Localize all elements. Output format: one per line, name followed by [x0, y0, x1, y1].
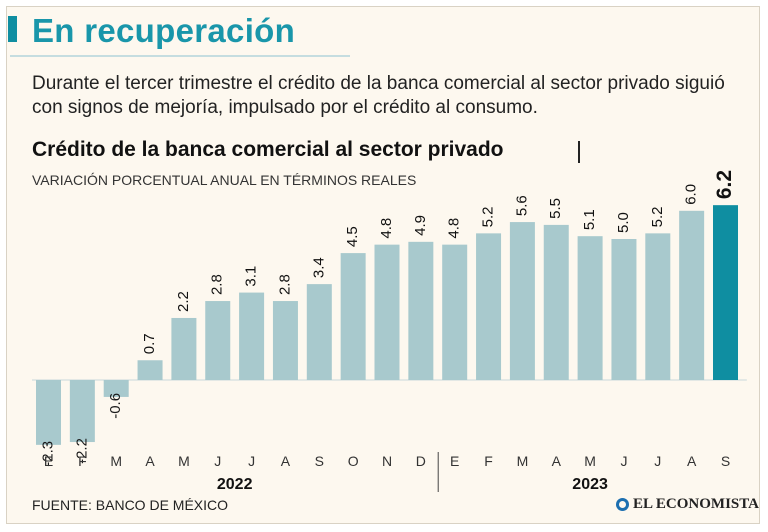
- bar-value-label: 0.7: [141, 333, 158, 354]
- bar-value-label: -2.2: [73, 438, 90, 464]
- bar-value-label: -2.3: [39, 441, 56, 467]
- bar: [239, 292, 265, 380]
- brand: EL ECONOMISTA: [616, 496, 759, 513]
- month-tick-label: S: [721, 453, 730, 469]
- month-tick-label: A: [552, 453, 562, 469]
- bar: [171, 317, 197, 380]
- bar-value-label: 2.8: [209, 274, 226, 295]
- bar: [272, 301, 298, 380]
- month-tick-label: M: [517, 453, 529, 469]
- bar-value-label: 6.0: [683, 184, 700, 205]
- bar-value-label: 3.4: [310, 257, 327, 278]
- brand-name: EL ECONOMISTA: [633, 496, 759, 512]
- bar: [306, 284, 332, 380]
- bar: [645, 233, 671, 380]
- month-tick-label: J: [620, 453, 627, 469]
- bar-value-label: 5.2: [480, 207, 497, 228]
- bar-value-label: 2.8: [276, 274, 293, 295]
- bar: [713, 205, 738, 380]
- chart-subtitle: VARIACIÓN PORCENTUAL ANUAL EN TÉRMINOS R…: [32, 172, 417, 188]
- month-tick-label: D: [416, 453, 426, 469]
- month-tick-label: J: [654, 453, 661, 469]
- year-label: 2023: [572, 476, 608, 493]
- month-tick-label: M: [110, 453, 122, 469]
- bar-value-label: 4.9: [412, 215, 429, 236]
- bar-value-label: 4.8: [378, 218, 395, 239]
- bar: [137, 360, 163, 380]
- bar-value-label: 3.1: [243, 266, 260, 287]
- chart-title-separator: [578, 141, 580, 163]
- bar-value-label: 5.1: [581, 209, 598, 230]
- bar-value-label: 4.8: [446, 218, 463, 239]
- month-tick-label: E: [450, 453, 459, 469]
- month-tick-label: J: [248, 453, 255, 469]
- month-tick-label: A: [281, 453, 291, 469]
- title-underline: [10, 55, 350, 57]
- bar: [476, 233, 502, 380]
- month-tick-label: N: [382, 453, 392, 469]
- month-tick-label: A: [145, 453, 155, 469]
- year-label: 2022: [217, 476, 253, 493]
- bar: [543, 224, 569, 380]
- bar-value-label: 2.2: [175, 291, 192, 312]
- bar-value-label: 5.0: [615, 212, 632, 233]
- month-tick-label: S: [315, 453, 324, 469]
- month-tick-label: M: [178, 453, 190, 469]
- bar: [408, 241, 434, 380]
- bar: [69, 380, 95, 443]
- bar: [611, 239, 637, 380]
- page-title: En recuperación: [32, 12, 296, 49]
- bar-value-label: 5.2: [649, 207, 666, 228]
- month-tick-label: J: [214, 453, 221, 469]
- bar: [36, 380, 61, 445]
- bar-value-label: 5.6: [513, 195, 530, 216]
- bar-value-label: 4.5: [344, 226, 361, 247]
- bar-value-label: 6.2: [713, 170, 736, 199]
- month-tick-label: F: [78, 453, 87, 469]
- title-accent-bar: [8, 16, 17, 42]
- bar: [577, 236, 603, 380]
- bar: [679, 210, 705, 380]
- bar: [442, 244, 468, 380]
- source-note: FUENTE: BANCO DE MÉXICO: [32, 497, 229, 513]
- bar: [205, 301, 231, 380]
- month-tick-label: E: [44, 453, 53, 469]
- month-tick-label: A: [687, 453, 697, 469]
- month-tick-label: M: [584, 453, 596, 469]
- bar-value-label: -0.6: [107, 393, 124, 419]
- bar: [103, 380, 129, 397]
- chart-title: Crédito de la banca comercial al sector …: [32, 138, 504, 161]
- bar-value-label: 5.5: [547, 198, 564, 219]
- bar: [374, 244, 400, 380]
- bar: [340, 253, 366, 380]
- brand-logo-icon: [616, 498, 629, 511]
- page-subtitle: Durante el tercer trimestre el crédito d…: [32, 73, 725, 118]
- month-tick-label: O: [348, 453, 359, 469]
- month-tick-label: F: [484, 453, 493, 469]
- bar: [509, 222, 535, 380]
